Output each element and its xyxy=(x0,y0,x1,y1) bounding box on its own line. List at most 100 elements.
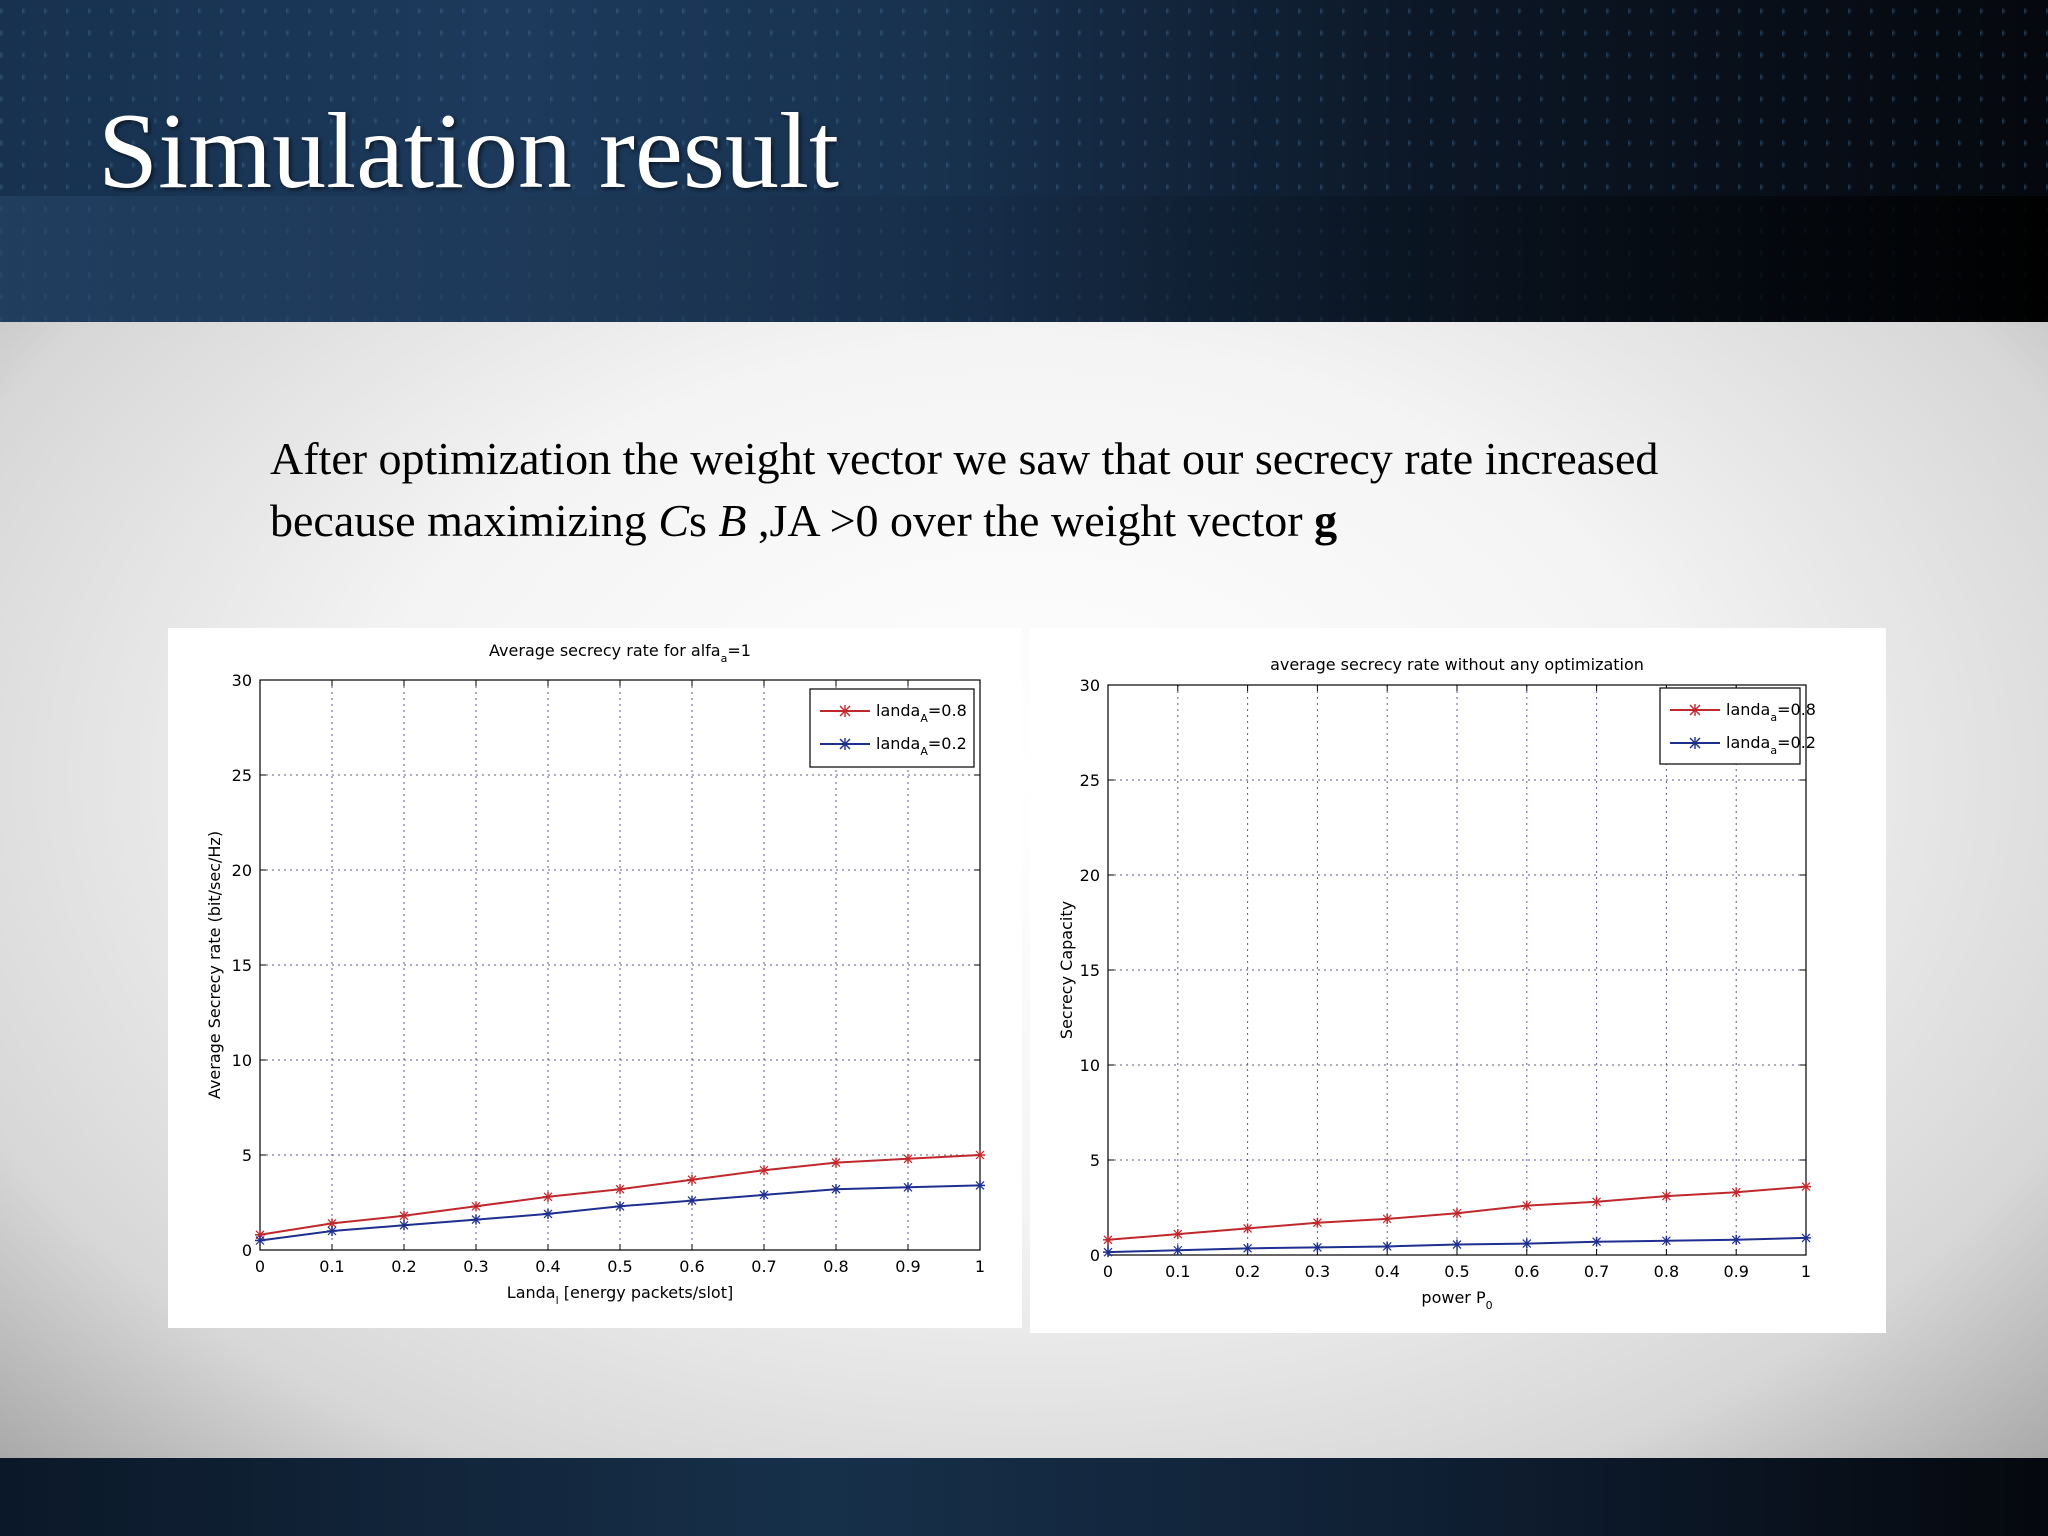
chart-right-series-1-point xyxy=(1731,1234,1742,1245)
chart-left-legend-label-subscript: A xyxy=(920,712,928,725)
chart-left-legend-label-main: landa xyxy=(876,701,920,720)
chart-right-marker-stroke-d2 xyxy=(1592,1237,1602,1247)
chart-left-marker-stroke-d2 xyxy=(471,1215,481,1225)
header-band xyxy=(0,196,2048,322)
chart-left-marker-stroke-d2 xyxy=(543,1209,553,1219)
chart-left-series-1-point xyxy=(327,1226,337,1236)
chart-left-xlabel-main: Landa xyxy=(507,1283,556,1302)
chart-right-xtick-label: 0.4 xyxy=(1374,1262,1399,1281)
chart-right-marker-stroke-d2 xyxy=(1452,1240,1462,1249)
chart-right-xlabel: power P0 xyxy=(1421,1288,1492,1312)
chart-right-ytick-label: 10 xyxy=(1080,1056,1100,1075)
chart-right-xtick-label: 0.8 xyxy=(1654,1262,1679,1281)
chart-left-series-0 xyxy=(255,1150,985,1240)
chart-right-marker-stroke-d2 xyxy=(1452,1208,1462,1218)
body-line-2: because maximizing Cs B ,JA >0 over the … xyxy=(270,490,1910,552)
chart-right-legend-label-0: landaa=0.8 xyxy=(1726,700,1816,724)
chart-left-legend-label-0: landaA=0.8 xyxy=(876,701,967,725)
chart-right-ytick-label: 30 xyxy=(1080,676,1100,695)
chart-left-marker-stroke-d2 xyxy=(399,1220,409,1230)
chart-left-ytick-label: 10 xyxy=(232,1051,252,1070)
chart-right-marker-stroke-d2 xyxy=(1103,1235,1113,1245)
chart-left-series-0-point xyxy=(327,1218,337,1229)
chart-left-series-1-point xyxy=(471,1214,481,1225)
chart-left-xtick-label: 0.9 xyxy=(895,1257,920,1276)
chart-right-title-main: average secrecy rate without any optimiz… xyxy=(1270,655,1644,674)
chart-right-marker-stroke-d2 xyxy=(1382,1214,1392,1224)
chart-right-marker-stroke-d2 xyxy=(1173,1229,1183,1239)
body-cs-symbol: C xyxy=(658,495,689,546)
chart-left-marker-stroke-d2 xyxy=(975,1180,985,1190)
chart-right-marker-stroke-d2 xyxy=(1173,1245,1183,1255)
chart-right-xtick-label: 0.3 xyxy=(1305,1262,1330,1281)
chart-left-xtick-label: 0.3 xyxy=(463,1257,488,1276)
chart-right-panel: 0 0.1 0.2 0.3 0.4 0.5 0.6 0.7 0.8 0.9 1 0 5 10 15 20 25 3… xyxy=(1030,628,1886,1333)
chart-right-xtick-label: 0.7 xyxy=(1584,1262,1609,1281)
chart-right-marker-stroke-d2 xyxy=(1382,1242,1392,1251)
body-line-1: After optimization the weight vector we … xyxy=(270,433,1659,484)
chart-right-xlabel-main: power P xyxy=(1421,1288,1486,1307)
chart-left-legend-box xyxy=(809,688,975,768)
chart-left-ytick-label: 0 xyxy=(242,1241,252,1260)
chart-right-series-0-point xyxy=(1242,1223,1253,1234)
chart-left-marker-stroke-d2 xyxy=(615,1184,625,1194)
chart-right-series-1-point xyxy=(1172,1245,1183,1256)
chart-right-series-0 xyxy=(1103,1181,1811,1245)
chart-left-series-1-point xyxy=(831,1184,841,1195)
body-cs-subscript: s xyxy=(689,495,719,546)
chart-right-marker-stroke-d2 xyxy=(1731,1187,1741,1197)
chart-right-series-0-point xyxy=(1661,1191,1672,1202)
chart-right-series-0-point xyxy=(1452,1208,1462,1219)
chart-left-marker-stroke-d2 xyxy=(903,1182,913,1192)
chart-right-ytick-label: 5 xyxy=(1090,1151,1100,1170)
chart-right-ytick-label: 0 xyxy=(1090,1246,1100,1265)
chart-right-marker-stroke-d2 xyxy=(1243,1243,1253,1253)
slide-title: Simulation result xyxy=(98,92,839,211)
chart-right-marker-stroke-d2 xyxy=(1243,1223,1253,1233)
chart-left-legend-label-tail: =0.2 xyxy=(928,734,967,753)
chart-left-marker-stroke-d2 xyxy=(543,1192,553,1202)
chart-right-series-0-point xyxy=(1382,1213,1393,1224)
chart-left-marker-stroke-d2 xyxy=(687,1175,697,1185)
chart-left-ytick-label: 5 xyxy=(242,1146,252,1165)
chart-right-svg: 0 0.1 0.2 0.3 0.4 0.5 0.6 0.7 0.8 0.9 105101520253… xyxy=(1057,655,1816,1312)
chart-left-series-0-point xyxy=(759,1165,769,1176)
chart-left-ytick-label: 15 xyxy=(232,956,252,975)
chart-right-ytick-label: 15 xyxy=(1080,961,1100,980)
chart-left-series-1-point xyxy=(399,1220,409,1231)
chart-right-legend-label-main: landa xyxy=(1726,733,1770,752)
chart-left-series-0-point xyxy=(543,1191,553,1202)
chart-left-marker-stroke-d2 xyxy=(759,1190,769,1200)
chart-left-series-0-point xyxy=(831,1157,841,1168)
chart-right-series-1-point xyxy=(1103,1247,1113,1258)
chart-right-series-1-point xyxy=(1452,1239,1462,1250)
chart-right-xtick-label: 0.5 xyxy=(1444,1262,1469,1281)
chart-right-xtick-label: 0.9 xyxy=(1723,1262,1748,1281)
chart-left-series-0-point xyxy=(975,1150,985,1160)
chart-left-marker-stroke-d2 xyxy=(975,1150,985,1160)
chart-right-marker-stroke-d2 xyxy=(1312,1218,1322,1228)
chart-right-marker-stroke-d2 xyxy=(1731,1235,1741,1245)
chart-left-legend-label-main: landa xyxy=(876,734,920,753)
chart-right-series-1-point xyxy=(1801,1232,1811,1243)
chart-left-marker-stroke-d2 xyxy=(831,1158,841,1168)
chart-right-xtick-label: 0.1 xyxy=(1165,1262,1190,1281)
chart-left-series-1-point xyxy=(615,1201,625,1212)
chart-left-ytick-label: 20 xyxy=(232,861,252,880)
chart-right-xtick-label: 0.6 xyxy=(1514,1262,1539,1281)
chart-right-marker-stroke-d2 xyxy=(1801,1182,1811,1192)
chart-left-xtick-label: 0.7 xyxy=(751,1257,776,1276)
chart-right-series-0-point xyxy=(1172,1229,1183,1240)
chart-left-legend-label-subscript: A xyxy=(920,745,928,758)
chart-right-marker-stroke-d2 xyxy=(1592,1197,1602,1207)
chart-left-title-subscript: a xyxy=(721,652,728,665)
chart-right-ylabel: Secrecy Capacity xyxy=(1057,901,1076,1039)
chart-right-marker-stroke-d2 xyxy=(1661,1236,1671,1246)
chart-left-title-main: Average secrecy rate for alfa xyxy=(489,641,721,660)
footer-band xyxy=(0,1458,2048,1536)
chart-right-ytick-label: 20 xyxy=(1080,866,1100,885)
chart-left-panel: 0 0.1 0.2 0.3 0.4 0.5 0.6 0.7 0.8 0.9 1 0 5 10 15 20 25 3… xyxy=(168,628,1022,1328)
chart-right-ytick-label: 25 xyxy=(1080,771,1100,790)
chart-left-marker-stroke-d2 xyxy=(327,1218,337,1228)
chart-left-series-1-point xyxy=(687,1195,697,1206)
